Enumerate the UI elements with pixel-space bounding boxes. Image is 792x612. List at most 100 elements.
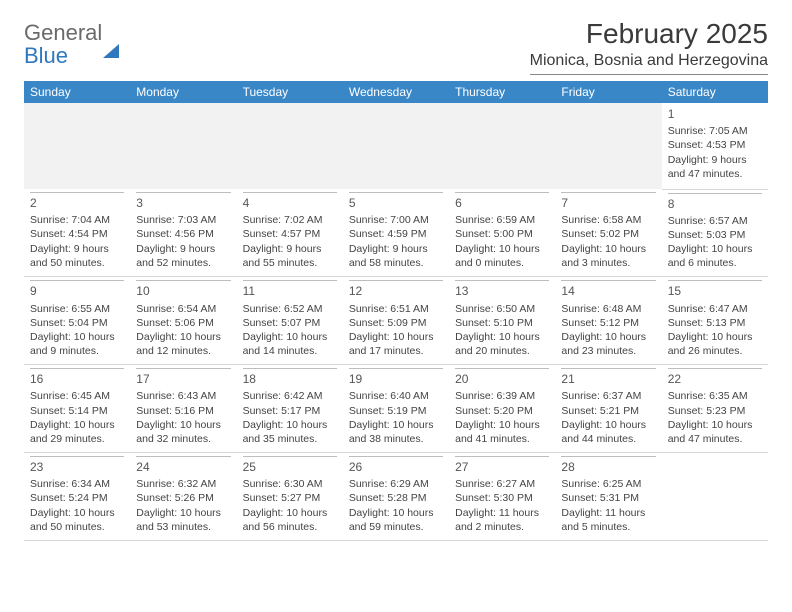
sunrise-line: Sunrise: 7:05 AM xyxy=(668,124,762,138)
weekday-header: Thursday xyxy=(449,81,555,103)
day-number: 24 xyxy=(136,456,230,475)
calendar-table: SundayMondayTuesdayWednesdayThursdayFrid… xyxy=(24,81,768,541)
sunrise-line: Sunrise: 6:57 AM xyxy=(668,214,762,228)
day-number: 6 xyxy=(455,192,549,211)
sunset-line: Sunset: 5:30 PM xyxy=(455,491,549,505)
calendar-week-row: 2Sunrise: 7:04 AMSunset: 4:54 PMDaylight… xyxy=(24,189,768,277)
sunset-line: Sunset: 5:19 PM xyxy=(349,404,443,418)
daylight-line: Daylight: 10 hours and 14 minutes. xyxy=(243,330,337,358)
calendar-week-row: 16 Sunrise: 6:45 AMSunset: 5:14 PM Dayligh… xyxy=(24,365,768,453)
day-number: 23 xyxy=(30,456,124,475)
daylight-line: Daylight: 10 hours and 35 minutes. xyxy=(243,418,337,446)
sunset-line: Sunset: 5:09 PM xyxy=(349,316,443,330)
day-number: 17 xyxy=(136,368,230,387)
calendar-day-cell: 12 Sunrise: 6:51 AMSunset: 5:09 PMDayligh… xyxy=(343,277,449,365)
sunrise-line: Sunrise: 6:37 AM xyxy=(561,389,655,403)
day-number: 15 xyxy=(668,280,762,299)
weekday-header: Monday xyxy=(130,81,236,103)
day-number: 16 xyxy=(30,368,124,387)
day-number: 7 xyxy=(561,192,655,211)
day-number: 18 xyxy=(243,368,337,387)
calendar-page: General Blue February 2025 Mionica, Bosn… xyxy=(0,0,792,541)
sunrise-line: Sunrise: 7:04 AM xyxy=(30,213,124,227)
sunrise-line: Sunrise: 6:52 AM xyxy=(243,302,337,316)
sunset-line: Sunset: 5:00 PM xyxy=(455,227,549,241)
sunrise-line: Sunrise: 6:34 AM xyxy=(30,477,124,491)
location-label: Mionica, Bosnia and Herzegovina xyxy=(530,52,768,75)
day-number: 26 xyxy=(349,456,443,475)
day-number: 25 xyxy=(243,456,337,475)
daylight-line: Daylight: 10 hours and 32 minutes. xyxy=(136,418,230,446)
calendar-day-cell xyxy=(662,453,768,541)
day-number: 4 xyxy=(243,192,337,211)
calendar-day-cell: 13Sunrise: 6:50 AMSunset: 5:10 PMDayligh… xyxy=(449,277,555,365)
daylight-line: Daylight: 10 hours and 6 minutes. xyxy=(668,242,762,270)
day-number: 13 xyxy=(455,280,549,299)
daylight-line: Daylight: 10 hours and 53 minutes. xyxy=(136,506,230,534)
calendar-day-cell: 22Sunrise: 6:35 AMSunset: 5:23 PMDayligh… xyxy=(662,365,768,453)
day-number: 20 xyxy=(455,368,549,387)
sunset-line: Sunset: 5:23 PM xyxy=(668,404,762,418)
sunrise-line: Sunrise: 6:59 AM xyxy=(455,213,549,227)
calendar-day-cell xyxy=(237,103,343,189)
calendar-day-cell: 6 Sunrise: 6:59 AMSunset: 5:00 PMDaylight… xyxy=(449,189,555,277)
day-number: 28 xyxy=(561,456,655,475)
calendar-day-cell: 25Sunrise: 6:30 AMSunset: 5:27 PMDayligh… xyxy=(237,453,343,541)
sunrise-line: Sunrise: 6:51 AM xyxy=(349,302,443,316)
sunrise-line: Sunrise: 6:42 AM xyxy=(243,389,337,403)
sunset-line: Sunset: 5:20 PM xyxy=(455,404,549,418)
calendar-day-cell xyxy=(130,103,236,189)
logo-word-general: General xyxy=(24,20,102,45)
daylight-line: Daylight: 10 hours and 50 minutes. xyxy=(30,506,124,534)
weekday-header: Tuesday xyxy=(237,81,343,103)
sunrise-line: Sunrise: 6:35 AM xyxy=(668,389,762,403)
sunset-line: Sunset: 4:53 PM xyxy=(668,138,762,152)
calendar-day-cell: 11Sunrise: 6:52 AMSunset: 5:07 PMDayligh… xyxy=(237,277,343,365)
sunset-line: Sunset: 5:24 PM xyxy=(30,491,124,505)
calendar-header-row: SundayMondayTuesdayWednesdayThursdayFrid… xyxy=(24,81,768,103)
sunset-line: Sunset: 5:14 PM xyxy=(30,404,124,418)
calendar-day-cell: 20Sunrise: 6:39 AMSunset: 5:20 PMDayligh… xyxy=(449,365,555,453)
sunrise-line: Sunrise: 6:40 AM xyxy=(349,389,443,403)
sunrise-line: Sunrise: 6:43 AM xyxy=(136,389,230,403)
sunset-line: Sunset: 5:06 PM xyxy=(136,316,230,330)
daylight-line: Daylight: 10 hours and 26 minutes. xyxy=(668,330,762,358)
daylight-line: Daylight: 10 hours and 23 minutes. xyxy=(561,330,655,358)
sunset-line: Sunset: 4:59 PM xyxy=(349,227,443,241)
day-number: 19 xyxy=(349,368,443,387)
title-block: February 2025 Mionica, Bosnia and Herzeg… xyxy=(530,18,768,75)
sunset-line: Sunset: 5:02 PM xyxy=(561,227,655,241)
sunrise-line: Sunrise: 6:27 AM xyxy=(455,477,549,491)
sunset-line: Sunset: 4:56 PM xyxy=(136,227,230,241)
daylight-line: Daylight: 9 hours and 58 minutes. xyxy=(349,242,443,270)
sunrise-line: Sunrise: 6:39 AM xyxy=(455,389,549,403)
sunset-line: Sunset: 5:12 PM xyxy=(561,316,655,330)
day-number: 3 xyxy=(136,192,230,211)
calendar-day-cell: 27Sunrise: 6:27 AMSunset: 5:30 PMDayligh… xyxy=(449,453,555,541)
calendar-day-cell: 14Sunrise: 6:48 AMSunset: 5:12 PMDayligh… xyxy=(555,277,661,365)
sunrise-line: Sunrise: 6:55 AM xyxy=(30,302,124,316)
daylight-line: Daylight: 10 hours and 9 minutes. xyxy=(30,330,124,358)
sunrise-line: Sunrise: 6:58 AM xyxy=(561,213,655,227)
sunset-line: Sunset: 5:21 PM xyxy=(561,404,655,418)
calendar-day-cell: 16Sunrise: 6:45 AMSunset: 5:14 PMDayligh… xyxy=(24,365,130,453)
sunset-line: Sunset: 5:28 PM xyxy=(349,491,443,505)
calendar-week-row: 9Sunrise: 6:55 AMSunset: 5:04 PMDaylight… xyxy=(24,277,768,365)
sunrise-line: Sunrise: 7:03 AM xyxy=(136,213,230,227)
daylight-line: Daylight: 10 hours and 44 minutes. xyxy=(561,418,655,446)
sunset-line: Sunset: 5:27 PM xyxy=(243,491,337,505)
sunrise-line: Sunrise: 6:47 AM xyxy=(668,302,762,316)
calendar-day-cell: 15Sunrise: 6:47 AMSunset: 5:13 PMDayligh… xyxy=(662,277,768,365)
day-number: 12 xyxy=(349,280,443,299)
sunrise-line: Sunrise: 6:45 AM xyxy=(30,389,124,403)
daylight-line: Daylight: 10 hours and 17 minutes. xyxy=(349,330,443,358)
day-number: 9 xyxy=(30,280,124,299)
daylight-line: Daylight: 11 hours and 5 minutes. xyxy=(561,506,655,534)
sunset-line: Sunset: 5:31 PM xyxy=(561,491,655,505)
weekday-header: Friday xyxy=(555,81,661,103)
daylight-line: Daylight: 10 hours and 0 minutes. xyxy=(455,242,549,270)
page-title: February 2025 xyxy=(530,18,768,50)
day-number: 21 xyxy=(561,368,655,387)
daylight-line: Daylight: 9 hours and 55 minutes. xyxy=(243,242,337,270)
sunset-line: Sunset: 5:16 PM xyxy=(136,404,230,418)
